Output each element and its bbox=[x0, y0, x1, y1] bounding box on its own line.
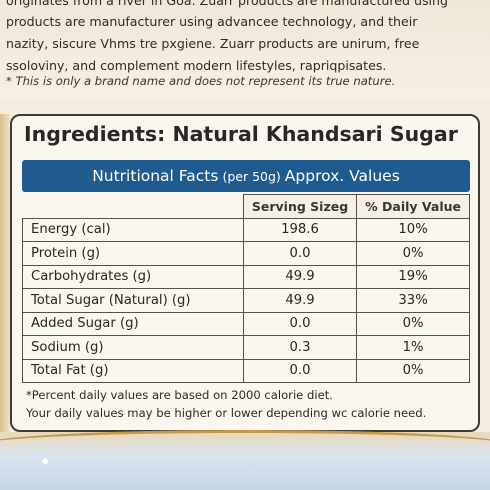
nutrient-daily-pct: 1% bbox=[356, 335, 470, 360]
nutrient-daily-pct: 10% bbox=[356, 217, 470, 242]
nutrient-value: 49.9 bbox=[242, 264, 358, 289]
facts-title: Nutritional Facts bbox=[92, 167, 219, 185]
nutrient-value: 0.3 bbox=[242, 335, 358, 360]
nutrition-facts-header: Nutritional Facts (per 50g) Approx. Valu… bbox=[22, 160, 470, 192]
table-row: Sodium (g) 0.3 1% bbox=[22, 335, 470, 360]
table-row: Energy (cal) 198.6 10% bbox=[22, 217, 470, 242]
nutrition-panel: Ingredients: Natural Khandsari Sugar Nut… bbox=[10, 114, 480, 432]
table-row: Total Sugar (Natural) (g) 49.9 33% bbox=[22, 288, 470, 313]
nutrient-value: 0.0 bbox=[242, 311, 358, 336]
footnote-line-1: *Percent daily values are based on 2000 … bbox=[26, 388, 333, 402]
table-row: Added Sugar (g) 0.0 0% bbox=[22, 311, 470, 336]
table-row: Protein (g) 0.0 0% bbox=[22, 241, 470, 266]
intro-line-3: nazity, siscure Vhms tre pxgiene. Zuarr … bbox=[6, 36, 420, 51]
nutrient-daily-pct: 0% bbox=[356, 358, 470, 383]
nutrient-value: 198.6 bbox=[242, 217, 358, 242]
facts-serving-note: (per 50g) bbox=[222, 168, 281, 184]
intro-text-block: originates from a river in Goa. Zuarr pr… bbox=[0, 0, 490, 100]
gold-wave-decoration bbox=[0, 430, 490, 460]
daily-value-footnote: *Percent daily values are based on 2000 … bbox=[26, 386, 426, 422]
nutrient-daily-pct: 0% bbox=[356, 311, 470, 336]
intro-line-2: products are manufacturer using advancee… bbox=[6, 14, 418, 29]
ingredients-title: Ingredients: Natural Khandsari Sugar bbox=[24, 122, 458, 146]
nutrient-value: 0.0 bbox=[242, 241, 358, 266]
nutrient-name: Total Sugar (Natural) (g) bbox=[22, 288, 244, 313]
col-header-serving: Serving Sizeg bbox=[242, 194, 358, 219]
nutrient-daily-pct: 0% bbox=[356, 241, 470, 266]
decorative-edge bbox=[0, 114, 10, 432]
nutrient-value: 0.0 bbox=[242, 358, 358, 383]
nutrient-daily-pct: 33% bbox=[356, 288, 470, 313]
nutrient-name: Total Fat (g) bbox=[22, 358, 244, 383]
nutrient-name: Protein (g) bbox=[22, 241, 244, 266]
table-header-row: Serving Sizeg % Daily Value bbox=[22, 194, 470, 219]
nutrient-name: Carbohydrates (g) bbox=[22, 264, 244, 289]
intro-line-4: ssoloviny, and complement modern lifesty… bbox=[6, 58, 387, 73]
table-row: Carbohydrates (g) 49.9 19% bbox=[22, 264, 470, 289]
intro-line-1: originates from a river in Goa. Zuarr pr… bbox=[6, 0, 449, 8]
nutrient-name: Sodium (g) bbox=[22, 335, 244, 360]
facts-values-label: Approx. Values bbox=[284, 167, 400, 185]
nutrient-value: 49.9 bbox=[242, 288, 358, 313]
nutrient-name: Added Sugar (g) bbox=[22, 311, 244, 336]
nutrient-name: Energy (cal) bbox=[22, 217, 244, 242]
col-header-daily: % Daily Value bbox=[356, 194, 470, 219]
decorative-dot bbox=[42, 458, 48, 464]
header-blank-cell bbox=[22, 194, 244, 219]
nutrition-table: Serving Sizeg % Daily Value Energy (cal)… bbox=[22, 194, 470, 383]
nutrient-daily-pct: 19% bbox=[356, 264, 470, 289]
footnote-line-2: Your daily values may be higher or lower… bbox=[26, 406, 427, 420]
brand-disclaimer: * This is only a brand name and does not… bbox=[6, 74, 396, 88]
table-row: Total Fat (g) 0.0 0% bbox=[22, 358, 470, 383]
